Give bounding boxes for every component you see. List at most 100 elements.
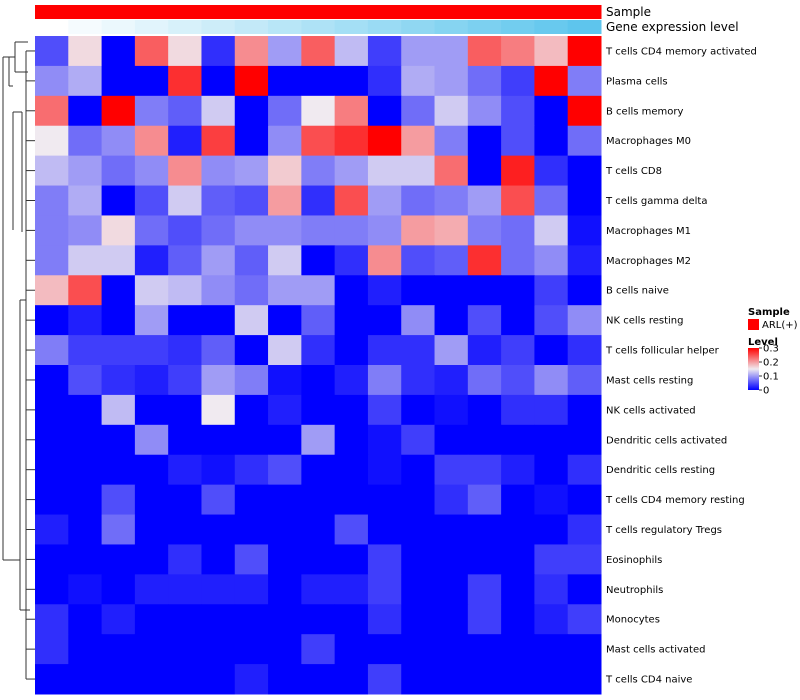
heatmap-cell [68,574,103,605]
heatmap-cell [134,484,169,516]
row-label: T cells regulatory Tregs [605,525,722,536]
heatmap-cell [101,604,136,635]
row-label: T cells CD4 memory resting [605,495,745,506]
heatmap-cell [168,424,202,456]
gene-expression-annotation-cell [467,20,502,34]
heatmap-cell [334,215,369,246]
heatmap-cell [168,335,202,366]
heatmap-cell [101,65,136,97]
heatmap-cell [101,365,136,396]
heatmap-cell [134,185,169,216]
legend-tick-label: 0.2 [763,358,779,369]
heatmap-cell [467,544,502,575]
heatmap-cell [68,95,103,127]
heatmap-cell [168,634,202,665]
heatmap-cell [534,95,569,127]
heatmap-cell [301,305,336,336]
heatmap-cell [68,424,103,456]
heatmap-cell [334,335,369,366]
heatmap-cell [334,365,369,396]
sample-annotation-cell [168,5,202,19]
heatmap-cell [134,574,169,605]
row-label: NK cells resting [606,316,683,327]
heatmap-cell [68,544,103,575]
heatmap-cell [534,125,569,157]
heatmap-cell [134,664,169,695]
heatmap-cell [35,514,69,545]
heatmap-cell [467,185,502,216]
heatmap-cell [134,155,169,187]
heatmap-cell [168,155,202,187]
heatmap-cell [434,245,469,276]
heatmap-cell [268,245,302,276]
gene-expression-annotation-cell [268,20,302,34]
heatmap-cell [101,335,136,366]
legend-level-ticks: 0.3 0.2 0.1 0 [759,344,779,397]
heatmap-cell [68,365,103,396]
heatmap-cell [567,544,602,575]
heatmap-cell [401,185,436,216]
heatmap-cell [401,424,436,456]
heatmap-cell [301,454,336,486]
legend-sample-title: Sample [748,307,790,318]
heatmap-cell [567,514,602,545]
heatmap-cell [467,155,502,187]
heatmap-cell [401,514,436,545]
heatmap-cell [467,305,502,336]
heatmap-cell [434,305,469,336]
heatmap-cell [101,454,136,486]
heatmap-cell [134,305,169,336]
legend-tick-label: 0 [763,386,769,397]
heatmap-cell [301,215,336,246]
heatmap-cell [534,604,569,635]
heatmap-cell [301,95,336,127]
gene-expression-annotation-cell [234,20,269,34]
heatmap-cell [168,394,202,426]
heatmap-cell [467,365,502,396]
heatmap-cell [434,125,469,157]
heatmap-cell [534,634,569,665]
heatmap-cell [268,514,302,545]
gene-expression-annotation-cell [301,20,336,34]
heatmap-cell [201,424,236,456]
heatmap-cell [334,574,369,605]
legend: Sample ARL(+) Level 0.3 0.2 0.1 0 [748,307,798,397]
heatmap-cell [501,305,535,336]
heatmap-cell [101,95,136,127]
heatmap-cell [567,365,602,396]
heatmap-cell [168,95,202,127]
row-label: Neutrophils [606,585,663,596]
heatmap-cell [334,634,369,665]
heatmap-cell [168,664,202,695]
heatmap-cell [401,484,436,516]
heatmap-cell [134,365,169,396]
heatmap-cell [201,335,236,366]
heatmap-cell [367,424,402,456]
heatmap-cell [268,335,302,366]
heatmap-cell [567,245,602,276]
heatmap-cell [534,245,569,276]
sample-annotation-cell [35,5,69,19]
heatmap-cell [68,185,103,216]
heatmap-cell [367,514,402,545]
heatmap-cell [467,95,502,127]
heatmap-cell [101,155,136,187]
heatmap-cell [301,36,336,67]
heatmap-cell [201,634,236,665]
heatmap-cell [234,305,269,336]
heatmap-cell [334,95,369,127]
heatmap-cell [467,454,502,486]
heatmap-cell [567,454,602,486]
heatmap-cell [268,604,302,635]
heatmap-cell [234,664,269,695]
heatmap-cell [201,65,236,97]
heatmap-cell [434,185,469,216]
heatmap-cell [334,65,369,97]
heatmap-cell [401,215,436,246]
heatmap-cell [567,305,602,336]
heatmap-cell [301,65,336,97]
heatmap-cell [268,65,302,97]
heatmap-cell [68,514,103,545]
heatmap-cell [268,275,302,306]
